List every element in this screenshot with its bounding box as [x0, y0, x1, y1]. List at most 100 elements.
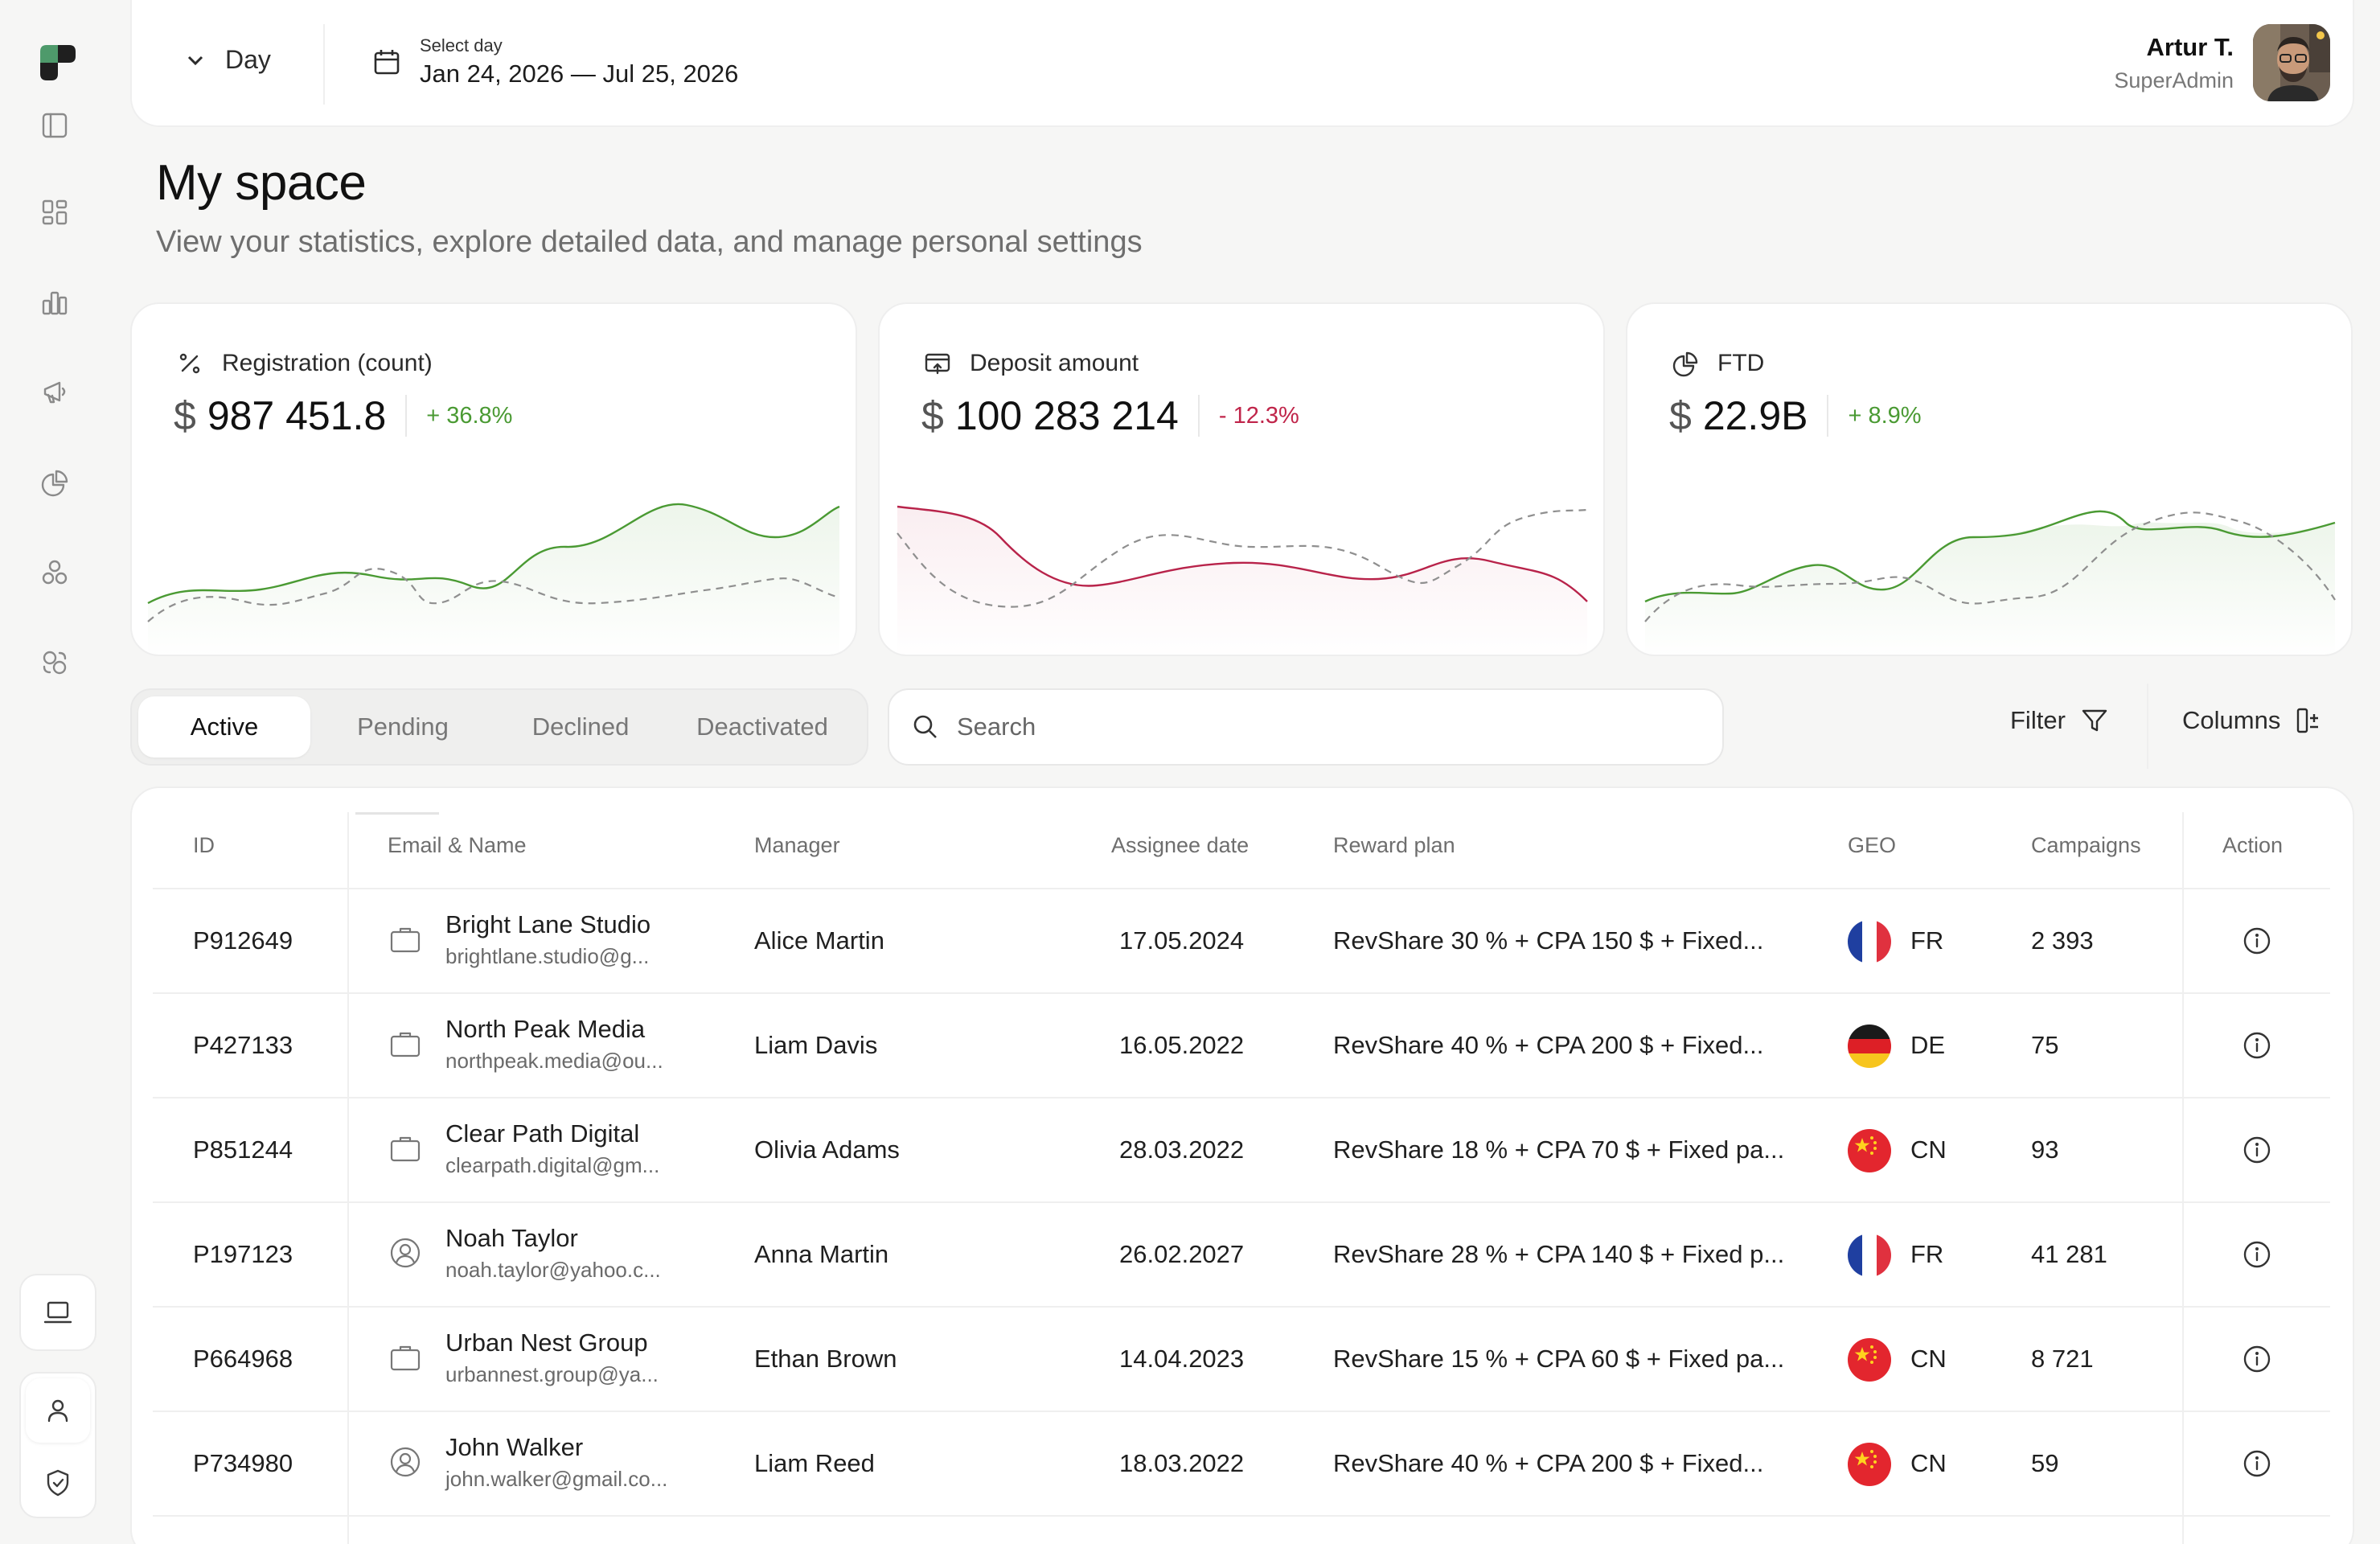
search-box[interactable]	[888, 688, 1724, 766]
partner-name-email[interactable]: Bright Lane Studio brightlane.studio@g...	[445, 910, 650, 969]
tab-pending[interactable]: Pending	[357, 712, 449, 741]
filter-button[interactable]: Filter	[2010, 704, 2111, 737]
kpi-divider	[1827, 395, 1829, 437]
kpi-value: 100 283 214	[954, 393, 1179, 438]
kpi-label-text: Registration (count)	[222, 350, 433, 376]
period-dropdown[interactable]: Day	[183, 45, 271, 75]
briefcase-icon	[388, 922, 423, 963]
search-icon	[913, 715, 937, 738]
reward-plan: RevShare 40 % + CPA 200 $ + Fixed...	[1333, 1031, 1764, 1059]
dashboard-icon[interactable]	[37, 195, 72, 230]
search-input[interactable]	[957, 712, 1680, 741]
laptop-icon[interactable]	[40, 1295, 76, 1330]
filter-icon	[2082, 709, 2107, 732]
info-icon[interactable]	[2242, 1135, 2272, 1172]
partner-name-email[interactable]: Noah Taylor noah.taylor@yahoo.c...	[445, 1224, 661, 1283]
pie-chart-icon[interactable]	[37, 465, 72, 500]
column-header-manager[interactable]: Manager	[754, 833, 840, 857]
table-row[interactable]: P734980 John Walker john.walker@gmail.co..…	[153, 1411, 2330, 1515]
partner-id: P427133	[193, 1031, 293, 1059]
campaigns-count: 2 393	[2031, 926, 2094, 955]
partner-name-email[interactable]: Urban Nest Group urbannest.group@ya...	[445, 1328, 659, 1387]
shield-icon[interactable]	[40, 1465, 76, 1501]
info-icon[interactable]	[2242, 1030, 2272, 1067]
column-header-id[interactable]: ID	[193, 833, 215, 857]
role-switch	[19, 1372, 96, 1518]
reward-plan: RevShare 40 % + CPA 200 $ + Fixed...	[1333, 1449, 1764, 1477]
bar-chart-icon[interactable]	[37, 285, 72, 320]
integrations-icon[interactable]	[37, 645, 72, 680]
deposit-icon	[925, 353, 950, 375]
calendar-icon	[374, 50, 400, 75]
table-row[interactable]: P427133 North Peak Media northpeak.media@o…	[153, 992, 2330, 1097]
column-header-geo[interactable]: GEO	[1848, 833, 1897, 857]
kpi-label: Deposit amount	[923, 349, 1139, 378]
sidebar-toggle-icon[interactable]	[37, 108, 72, 143]
kpi-value: 987 451.8	[207, 393, 387, 438]
partner-id: P912649	[193, 926, 293, 955]
table-row[interactable]: P664968 Urban Nest Group urbannest.group@y…	[153, 1306, 2330, 1411]
partner-name-email[interactable]: North Peak Media northpeak.media@ou...	[445, 1015, 663, 1074]
device-switch[interactable]	[19, 1274, 96, 1351]
page-subtitle: View your statistics, explore detailed d…	[156, 225, 1143, 259]
kpi-change: - 12.3%	[1218, 402, 1299, 429]
kpi-card-deposit[interactable]: Deposit amount $ 100 283 214 - 12.3%	[878, 302, 1605, 656]
campaigns-count: 93	[2031, 1135, 2059, 1164]
partner-email: urbannest.group@ya...	[445, 1362, 659, 1386]
partner-name-email[interactable]: John Walker john.walker@gmail.co...	[445, 1433, 667, 1492]
column-header-campaigns[interactable]: Campaigns	[2031, 833, 2141, 857]
assignee-date: 26.02.2027	[1119, 1240, 1245, 1268]
geo-code: DE	[1910, 1031, 1946, 1059]
user-role: SuperAdmin	[2114, 68, 2234, 92]
kpi-card-ftd[interactable]: FTD $ 22.9B + 8.9%	[1626, 302, 2353, 656]
columns-button[interactable]: Columns	[2182, 704, 2325, 737]
user-icon[interactable]	[40, 1393, 76, 1428]
partner-email: john.walker@gmail.co...	[445, 1467, 668, 1491]
kpi-currency: $	[1669, 393, 1692, 438]
kpi-divider	[1197, 395, 1200, 437]
partner-email: brightlane.studio@g...	[445, 944, 650, 968]
geo-code: CN	[1910, 1449, 1947, 1477]
info-icon[interactable]	[2242, 1344, 2272, 1381]
date-range-value: Jan 24, 2026 — Jul 25, 2026	[420, 60, 739, 88]
column-header-reward-plan[interactable]: Reward plan	[1333, 833, 1455, 857]
tab-deactivated[interactable]: Deactivated	[696, 712, 828, 741]
kpi-card-registration[interactable]: Registration (count) $ 987 451.8 + 36.8%	[130, 302, 857, 656]
cn-flag-icon	[1848, 1129, 1891, 1172]
reward-plan: RevShare 28 % + CPA 140 $ + Fixed p...	[1333, 1240, 1785, 1268]
campaigns-count: 75	[2031, 1031, 2059, 1059]
geo-code: CN	[1910, 1345, 1947, 1373]
table-row[interactable]: P197123 Noah Taylor noah.taylor@yahoo.c...…	[153, 1201, 2330, 1306]
tab-active[interactable]: Active	[138, 696, 310, 758]
info-icon[interactable]	[2242, 1239, 2272, 1276]
partner-name-email[interactable]: Clear Path Digital clearpath.digital@gm..…	[445, 1119, 659, 1178]
partner-name: Clear Path Digital	[445, 1119, 640, 1148]
megaphone-icon[interactable]	[37, 375, 72, 410]
cn-flag-icon	[1848, 1443, 1891, 1486]
deposit-sparkline	[897, 505, 1588, 655]
date-caption: Select day	[420, 35, 503, 55]
table-row[interactable]: P912649 Bright Lane Studio brightlane.stud…	[153, 888, 2330, 992]
registration-sparkline	[147, 503, 840, 655]
app-logo[interactable]	[37, 42, 79, 84]
affiliates-icon[interactable]	[37, 555, 72, 590]
info-icon[interactable]	[2242, 926, 2272, 963]
user-circle-icon	[388, 1235, 423, 1277]
partner-id: P851244	[193, 1135, 293, 1164]
column-header-email-name[interactable]: Email & Name	[388, 833, 527, 857]
date-range-picker[interactable]: Select day Jan 24, 2026 — Jul 25, 2026	[371, 35, 738, 88]
partner-name: Bright Lane Studio	[445, 910, 651, 938]
reward-plan: RevShare 15 % + CPA 60 $ + Fixed pa...	[1333, 1345, 1785, 1373]
partner-id: P197123	[193, 1240, 293, 1268]
user-menu[interactable]: Artur T. SuperAdmin	[2114, 24, 2330, 101]
geo-code: CN	[1910, 1135, 1947, 1164]
period-label: Day	[225, 45, 271, 74]
tab-declined[interactable]: Declined	[531, 712, 630, 741]
kpi-label-text: FTD	[1717, 350, 1765, 376]
table-row[interactable]: P851244 Clear Path Digital clearpath.digit…	[153, 1097, 2330, 1201]
avatar[interactable]	[2253, 24, 2330, 101]
info-icon[interactable]	[2242, 1448, 2272, 1485]
column-header-assignee-date[interactable]: Assignee date	[1111, 833, 1250, 857]
assignee-date: 28.03.2022	[1119, 1135, 1245, 1164]
assignee-date: 17.05.2024	[1119, 926, 1245, 955]
